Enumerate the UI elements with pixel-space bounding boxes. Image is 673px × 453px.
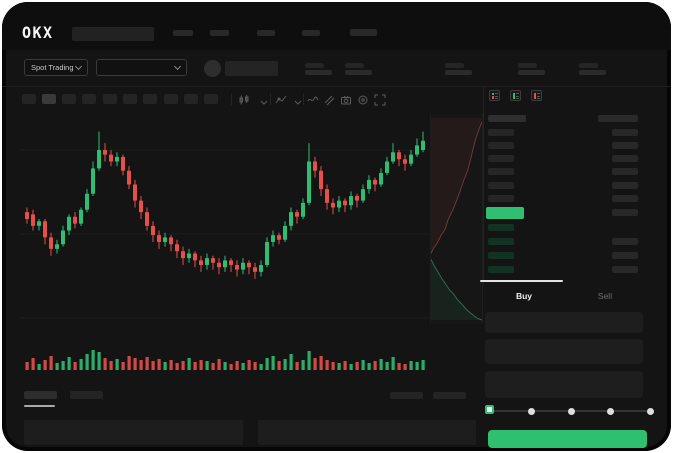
pair-selector-dropdown[interactable] [96,59,187,76]
bottom-control-placeholder[interactable] [433,392,466,399]
nav-item-placeholder[interactable] [210,30,229,36]
ask-amount-placeholder [612,168,638,175]
indicator-icon[interactable] [275,93,287,105]
ask-price-placeholder[interactable] [488,168,514,175]
tab-sell[interactable]: Sell [597,291,613,301]
bid-price-placeholder[interactable] [488,252,514,259]
expand-icon[interactable] [374,93,386,106]
stat-value-placeholder [345,70,372,75]
asks-book-icon[interactable] [531,90,542,101]
ask-amount-placeholder [612,142,638,149]
timeframe-button[interactable] [184,94,198,104]
drawing-tools-icon[interactable] [323,93,335,106]
bid-price-placeholder[interactable] [488,224,514,231]
ask-amount-placeholder [612,129,638,136]
toolbar-divider [270,93,271,105]
nav-item-placeholder[interactable] [173,30,193,36]
stat-label-placeholder [579,63,598,68]
panel-divider [483,87,484,283]
logo-title-placeholder [72,27,154,41]
coin-icon [204,60,221,77]
bid-price-placeholder[interactable] [488,238,514,245]
market-type-label: Spot Trading [31,63,74,72]
timeframe-button[interactable] [204,94,218,104]
bid-amount-placeholder [612,238,638,245]
stat-label-placeholder [345,63,364,68]
stat-value-placeholder [305,70,332,75]
timeframe-button[interactable] [82,94,96,104]
slider-stop-dot[interactable] [606,407,614,415]
order-form-input[interactable] [485,371,643,398]
chevron-down-icon[interactable] [292,96,304,108]
bottom-tab-placeholder[interactable] [70,391,103,399]
nav-item-placeholder[interactable] [302,30,320,36]
order-book-header-price [488,115,526,122]
okx-logo: OKX [22,23,54,43]
timeframe-button[interactable] [62,94,76,104]
pair-name-placeholder [225,61,278,76]
bid-price-placeholder[interactable] [488,266,514,273]
ask-price-placeholder[interactable] [488,195,514,202]
bottom-tab-placeholder[interactable] [24,391,57,399]
stat-value-placeholder [445,70,472,75]
depth-chart[interactable] [430,114,483,324]
slider-stop-dot[interactable] [527,407,535,415]
chevron-down-icon [74,62,83,70]
header-divider [2,86,671,87]
combined-book-icon[interactable] [489,90,500,101]
bid-amount-placeholder [612,252,638,259]
camera-icon[interactable] [340,93,352,105]
bottom-control-placeholder[interactable] [390,392,423,399]
timeframe-button[interactable] [164,94,178,104]
slider-stop-dot[interactable] [646,407,654,415]
timeframe-button[interactable] [123,94,137,104]
timeframe-button[interactable] [103,94,117,104]
toolbar-divider [231,93,232,105]
timeframe-button[interactable] [22,94,36,104]
ask-amount-placeholder [612,155,638,162]
order-form-input[interactable] [485,339,643,364]
chevron-down-icon [173,62,182,70]
buy-submit-button[interactable] [488,430,647,448]
top-navigation-bar: OKX [2,2,671,50]
order-form-input[interactable] [485,312,643,333]
ask-amount-placeholder [612,195,638,202]
nav-item-placeholder[interactable] [257,30,275,36]
candle-type-icon[interactable] [238,93,250,105]
stat-label-placeholder [305,63,324,68]
last-price-badge [486,207,524,219]
bid-amount-placeholder [612,266,638,273]
last-amount-placeholder [612,209,638,216]
active-tab-indicator [480,280,563,282]
nav-item-placeholder[interactable] [350,29,377,36]
ask-price-placeholder[interactable] [488,129,514,136]
toolbar-divider [303,93,304,105]
ask-price-placeholder[interactable] [488,142,514,149]
line-style-icon[interactable] [307,93,319,105]
tab-buy[interactable]: Buy [515,291,533,301]
order-book-header-amount [598,115,638,122]
stat-value-placeholder [518,70,545,75]
bottom-table-placeholder [258,420,476,445]
slider-stop-dot[interactable] [567,407,575,415]
settings-icon[interactable] [357,93,369,105]
ask-price-placeholder[interactable] [488,155,514,162]
timeframe-button[interactable] [42,94,56,104]
market-type-dropdown[interactable]: Spot Trading [24,59,88,76]
slider-handle[interactable] [484,404,494,414]
chevron-down-icon[interactable] [258,96,270,108]
stat-value-placeholder [579,70,606,75]
ask-amount-placeholder [612,182,638,189]
stat-label-placeholder [518,63,537,68]
bottom-table-placeholder [24,420,243,445]
timeframe-button[interactable] [143,94,157,104]
bids-book-icon[interactable] [510,90,521,101]
bottom-active-tab-underline [24,405,55,407]
stat-label-placeholder [445,63,464,68]
ask-price-placeholder[interactable] [488,182,514,189]
candlestick-chart[interactable] [20,112,430,374]
